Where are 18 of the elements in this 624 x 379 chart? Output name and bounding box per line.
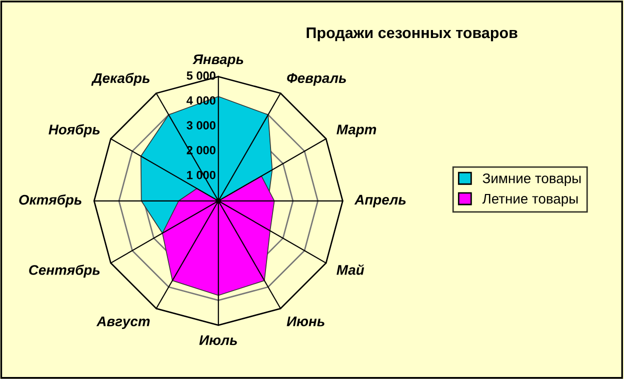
- y-tick-label: 3 000: [186, 121, 216, 130]
- spoke-label: Сентябрь: [29, 264, 100, 278]
- y-tick-label: 5 000: [186, 71, 216, 80]
- legend-label: Летние товары: [482, 194, 578, 206]
- spoke-label: Март: [336, 124, 376, 138]
- y-tick-label: 4 000: [186, 96, 216, 105]
- spoke-label: Январь: [192, 54, 244, 67]
- spoke-label: Май: [336, 264, 364, 275]
- spoke-label: Июль: [199, 335, 237, 346]
- legend-label: Зимние товары: [482, 173, 581, 186]
- spoke-label: Июнь: [286, 316, 324, 326]
- chart-title: Продажи сезонных товаров: [306, 28, 518, 42]
- spoke-label: Февраль: [287, 73, 346, 86]
- spoke-label: Август: [96, 316, 150, 330]
- spoke-label: Апрель: [354, 194, 406, 208]
- spoke-label: Декабрь: [91, 72, 150, 86]
- spoke-label: Октябрь: [19, 194, 82, 208]
- spoke-label: Ноябрь: [48, 124, 100, 138]
